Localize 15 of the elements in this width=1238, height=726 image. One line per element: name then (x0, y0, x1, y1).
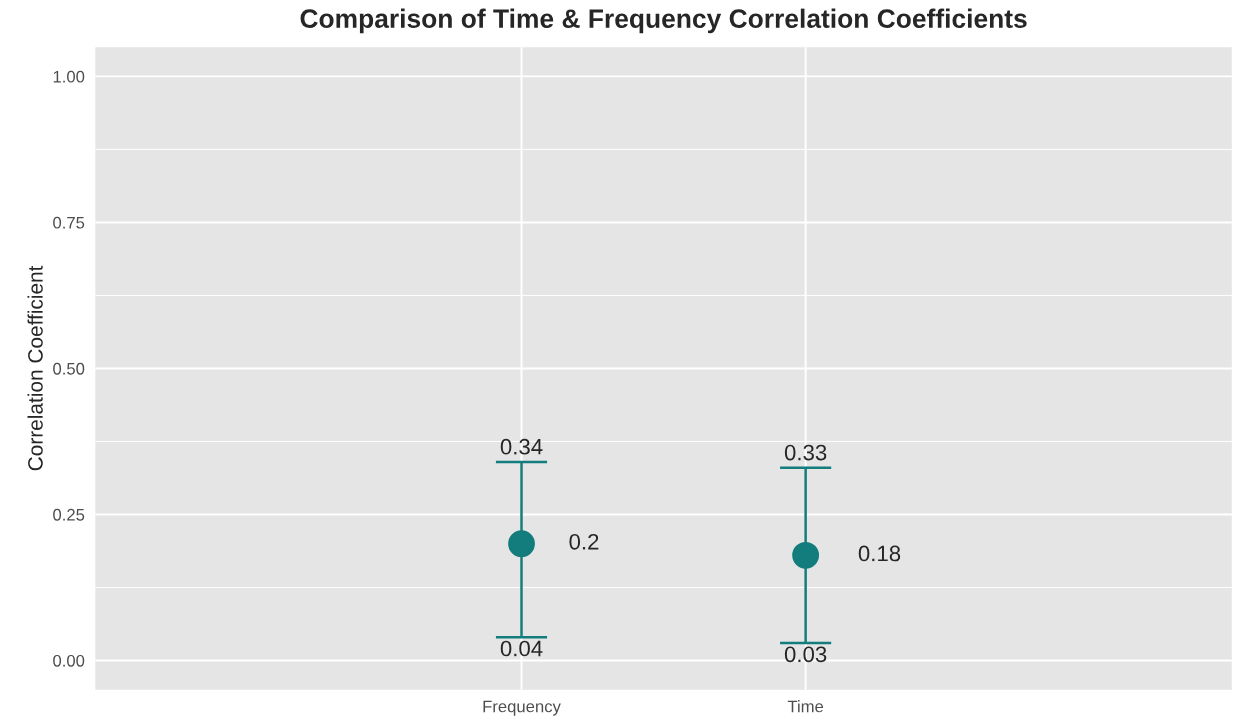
y-tick-label: 0.75 (53, 216, 85, 229)
annotation: 0.03 (784, 646, 827, 663)
y-tick-label: 0.50 (53, 362, 85, 375)
annotation: 0.33 (784, 444, 827, 461)
chart-title: Comparison of Time & Frequency Correlation Coefficients (300, 8, 1027, 34)
y-axis-title: Correlation Coefficient (27, 265, 43, 471)
annotation: 0.04 (500, 640, 543, 657)
x-tick-label: Frequency (483, 700, 561, 716)
y-tick-label: 0.25 (53, 508, 85, 521)
data-label: 0.2 (569, 533, 599, 550)
data-label: 0.18 (858, 545, 901, 562)
x-tick-label: Time (787, 700, 824, 713)
y-tick-label: 0.00 (53, 654, 85, 667)
annotation: 0.34 (500, 438, 543, 455)
y-tick-label: 1.00 (53, 70, 85, 83)
